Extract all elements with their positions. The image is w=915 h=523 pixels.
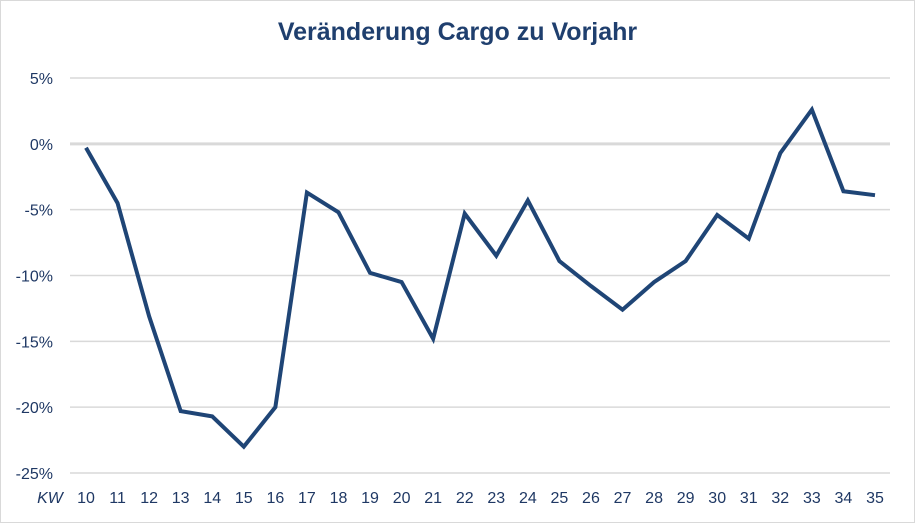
y-tick-label: 5% [30, 71, 53, 88]
x-tick-label: 30 [708, 490, 726, 507]
x-tick-label: 22 [456, 490, 474, 507]
x-tick-label: 17 [298, 490, 316, 507]
x-tick-label: 23 [487, 490, 505, 507]
x-tick-label: 19 [361, 490, 379, 507]
x-tick-label: 27 [614, 490, 632, 507]
y-tick-label: 0% [30, 137, 53, 154]
x-tick-label: 24 [519, 490, 537, 507]
x-tick-label: 13 [172, 490, 190, 507]
y-tick-label: -10% [16, 269, 53, 286]
x-tick-label: 29 [677, 490, 695, 507]
x-tick-label: 25 [551, 490, 569, 507]
x-tick-label: 16 [266, 490, 284, 507]
x-tick-label: 18 [330, 490, 348, 507]
y-tick-label: -25% [16, 466, 53, 483]
x-tick-label: 32 [771, 490, 789, 507]
y-tick-label: -15% [16, 334, 53, 351]
x-tick-label: 34 [835, 490, 853, 507]
x-tick-label: 10 [77, 490, 95, 507]
y-tick-label: -5% [25, 203, 53, 220]
x-tick-label: 33 [803, 490, 821, 507]
y-tick-label: -20% [16, 400, 53, 417]
x-tick-label: 11 [109, 490, 126, 507]
x-tick-label: 28 [645, 490, 663, 507]
x-tick-label: 12 [140, 490, 158, 507]
x-tick-label: 21 [424, 490, 442, 507]
x-tick-label: 31 [740, 490, 758, 507]
data-line [84, 105, 876, 450]
x-tick-label: 20 [393, 490, 411, 507]
x-tick-label: 35 [866, 490, 884, 507]
x-tick-label: 15 [235, 490, 253, 507]
x-tick-label: 26 [582, 490, 600, 507]
x-axis-label: KW [37, 490, 65, 507]
chart-title: Veränderung Cargo zu Vorjahr [277, 18, 638, 46]
x-tick-label: 14 [203, 490, 221, 507]
